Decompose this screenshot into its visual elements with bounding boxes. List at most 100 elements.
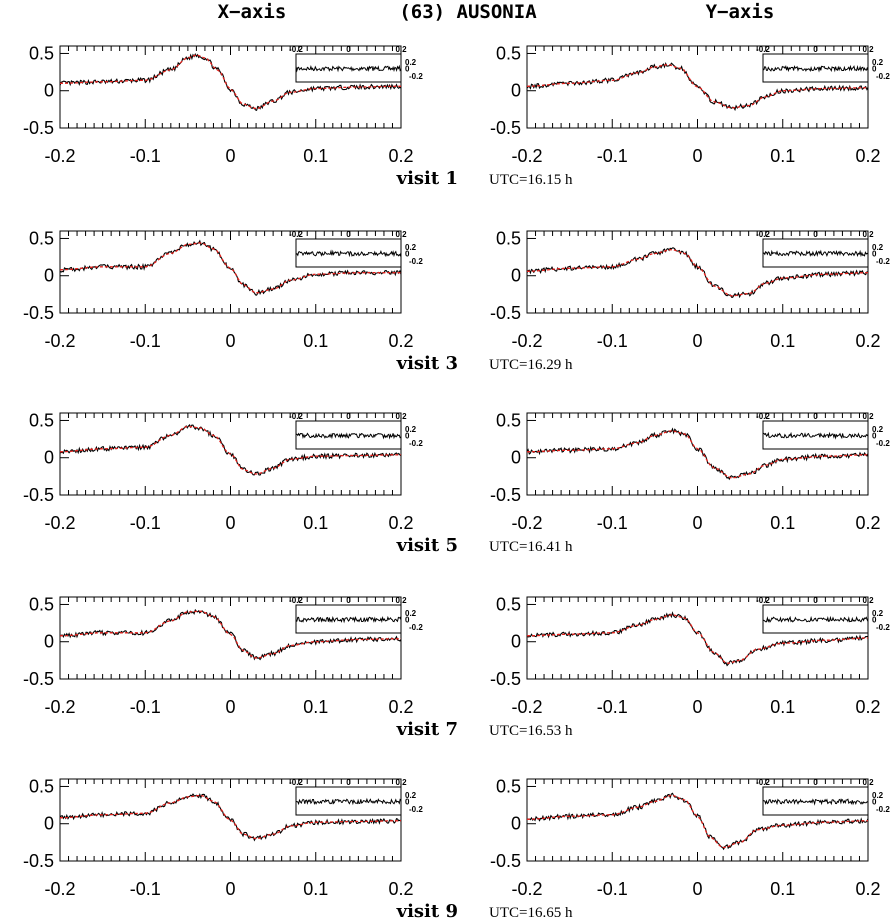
x-tick-label: 0.2 [388,146,413,166]
inset-residual-line [295,797,402,806]
inset-x-tick-label: -0.2 [289,778,303,787]
y-tick-label: 0 [511,81,521,101]
inset-y-tick-label: -0.2 [409,257,423,266]
visit-label: visit 5 [396,535,458,556]
y-tick-label: -0.5 [23,118,54,138]
x-tick-label: 0 [692,697,702,717]
x-tick-label: 0.2 [855,331,880,351]
inset-x-tick-label: 0 [813,412,818,421]
inset-x-tick-label: 0.2 [395,596,407,605]
y-tick-label: -0.5 [490,303,521,323]
model-fit-line [526,249,869,297]
inset-x-tick-label: 0.2 [395,45,407,54]
utc-label: UTC=16.41 h [489,539,573,555]
inset-y-tick-label: -0.2 [876,805,890,814]
x-tick-label: -0.1 [130,146,161,166]
inset-y-tick-label: 0.2 [872,609,884,618]
inset-residual-line [762,615,869,623]
y-tick-label: 0.5 [29,228,54,248]
x-tick-label: 0 [692,879,702,899]
x-tick-label: 0.2 [388,513,413,533]
inset-x-tick-label: 0 [813,230,818,239]
inset-x-tick-label: -0.2 [289,230,303,239]
x-tick-label: -0.2 [511,697,542,717]
inset-y-tick-label: 0 [872,65,877,74]
inset-y-tick-label: 0.2 [405,243,417,252]
y-tick-label: 0 [44,814,54,834]
chart-panel: -0.2 -0.1 0 0.1 0.20.50-0.5-0.2 0 0.20.20-0.2 [490,43,890,166]
model-fit-line [59,425,402,475]
inset-y-tick-label: 0.2 [872,243,884,252]
x-tick-label: -0.2 [44,697,75,717]
x-tick-label: -0.1 [130,879,161,899]
x-tick-label: -0.2 [44,513,75,533]
model-fit-line [526,64,869,109]
y-tick-label: 0 [511,266,521,286]
y-tick-label: 0.5 [496,43,521,63]
inset-y-tick-label: -0.2 [409,72,423,81]
x-tick-label: 0.1 [303,146,328,166]
inset-x-tick-label: -0.2 [289,45,303,54]
inset-y-tick-label: 0 [405,616,410,625]
y-tick-label: 0 [44,448,54,468]
x-tick-label: -0.1 [597,331,628,351]
inset-y-tick-label: 0.2 [872,791,884,800]
x-tick-label: -0.1 [130,513,161,533]
inset-residual-line [762,64,869,73]
chart-panel: -0.2 -0.1 0 0.1 0.20.50-0.5-0.2 0 0.20.20-0.2 [23,43,423,166]
y-tick-label: -0.5 [23,669,54,689]
y-tick-label: 0.5 [496,776,521,796]
inset-y-tick-label: 0 [872,432,877,441]
x-tick-label: 0.2 [855,513,880,533]
observed-signal-line [526,792,869,851]
inset-y-tick-label: 0 [405,250,410,259]
utc-label: UTC=16.29 h [489,357,573,373]
x-tick-label: 0.1 [303,879,328,899]
inset-y-tick-label: 0 [405,798,410,807]
inset-x-tick-label: -0.2 [756,778,770,787]
inset-y-tick-label: -0.2 [876,72,890,81]
y-tick-label: -0.5 [23,485,54,505]
x-tick-label: 0.1 [770,513,795,533]
x-tick-label: 0 [225,697,235,717]
model-fit-line [59,54,401,110]
inset-residual-line [295,249,402,258]
x-tick-label: 0.2 [388,331,413,351]
x-tick-label: 0.2 [855,697,880,717]
y-tick-label: 0.5 [496,410,521,430]
inset-y-tick-label: -0.2 [409,623,423,632]
y-tick-label: 0.5 [29,594,54,614]
inset-x-tick-label: 0.2 [862,45,874,54]
model-fit-line [59,610,402,659]
x-tick-label: 0.2 [855,879,880,899]
visit-label: visit 1 [396,168,458,189]
model-fit-line [526,794,869,849]
visit-label: visit 9 [396,901,458,918]
inset-x-tick-label: 0 [346,230,351,239]
y-tick-label: 0.5 [29,43,54,63]
inset-x-tick-label: -0.2 [756,230,770,239]
y-tick-label: 0.5 [496,594,521,614]
observed-signal-line [59,793,402,842]
chart-panel: -0.2 -0.1 0 0.1 0.20.50-0.5-0.2 0 0.20.20-0.2 [490,410,890,533]
inset-y-tick-label: 0 [872,798,877,807]
inset-x-tick-label: 0.2 [862,778,874,787]
inset-residual-line [762,249,869,258]
y-tick-label: 0 [511,632,521,652]
inset-residual-line [295,64,402,73]
inset-x-tick-label: 0 [813,778,818,787]
inset-x-tick-label: 0.2 [395,412,407,421]
y-tick-label: 0 [44,81,54,101]
inset-y-tick-label: 0.2 [872,58,884,67]
x-tick-label: -0.1 [597,513,628,533]
visit-label: visit 3 [396,353,458,374]
x-tick-label: -0.2 [44,331,75,351]
y-tick-label: 0.5 [29,776,54,796]
inset-residual-line [295,615,402,624]
inset-frame [295,420,402,450]
y-tick-label: -0.5 [490,485,521,505]
y-tick-label: 0 [44,266,54,286]
inset-x-tick-label: 0 [813,45,818,54]
inset-y-tick-label: -0.2 [876,439,890,448]
panels-group: -0.2 -0.1 0 0.1 0.20.50-0.5-0.2 0 0.20.20-0.2-… [23,43,890,918]
